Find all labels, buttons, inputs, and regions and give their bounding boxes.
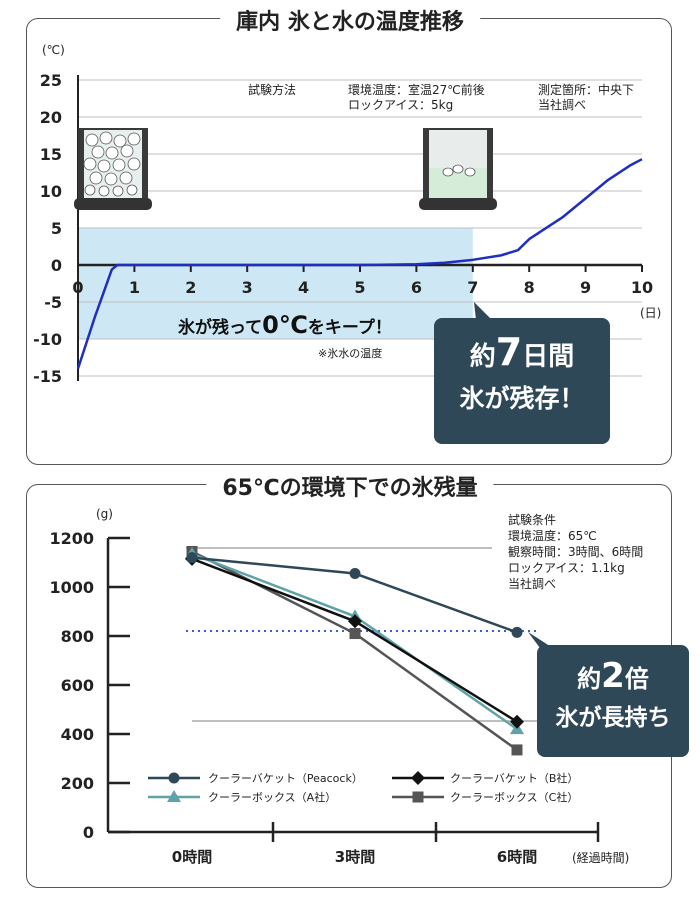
legend-label: クーラーボックス（C社）: [450, 790, 578, 804]
keep-text-b: をキープ！: [307, 318, 392, 338]
x-tick-label: 9: [580, 278, 591, 297]
seven-days-callout: 約7日間 氷が残存！: [434, 318, 610, 444]
keep-text-big: 0℃: [262, 311, 308, 339]
y-tick-label: 5: [51, 219, 62, 238]
y-tick-label: 600: [61, 676, 94, 695]
x-axis-unit: (経過時間): [572, 851, 629, 865]
callout-bot-a: 約: [577, 665, 602, 693]
x-tick-label: 4: [298, 278, 309, 297]
data-point: [511, 626, 523, 638]
y-tick-label: 15: [40, 145, 62, 164]
y-tick-label: -5: [44, 293, 62, 312]
data-point: [348, 614, 362, 629]
rock-ice-1-1kg-note: ロックアイス：1.1kg: [508, 561, 625, 575]
temperature-chart: 25 20 15 10 5 0 -5 -10 -15 (℃) 0 1 2 3 4 5 6 7 8 9 10 (日): [33, 43, 661, 386]
melted-water-bucket-icon: [419, 128, 497, 210]
x-tick-label: 6: [411, 278, 422, 297]
y-tick-label: 25: [40, 71, 62, 90]
y-tick-label: 400: [61, 725, 94, 744]
legend-item: クーラーボックス（C社）: [392, 790, 578, 804]
callout-bot-b: 倍: [624, 665, 649, 693]
legend-item: クーラーボックス（A社）: [148, 790, 336, 804]
data-point: [349, 628, 361, 640]
y-tick-label: 1000: [49, 578, 94, 597]
callout-top-big: 7: [495, 330, 523, 374]
callout-bot-big: 2: [601, 656, 625, 696]
measure-point-note: 測定箇所：中央下: [538, 83, 635, 97]
survey-note-2: 当社調べ: [508, 577, 557, 591]
y-tick-label: -15: [33, 367, 62, 386]
data-point: [510, 714, 524, 729]
y-tick-label: 1200: [49, 529, 94, 548]
ice-remaining-chart-title: 65℃の環境下での氷残量: [206, 470, 494, 502]
test-method-label: 試験方法: [248, 83, 297, 97]
legend-marker: [168, 772, 180, 784]
temperature-series-line: [76, 158, 643, 369]
x-category-label: 0時間: [172, 848, 212, 866]
y-tick-label: 0: [83, 823, 94, 842]
temperature-chart-title: 庫内 氷と水の温度推移: [220, 4, 480, 36]
legend-label: クーラーボックス（A社）: [208, 790, 336, 804]
x-tick-label: 2: [185, 278, 196, 297]
bucket-icons: [74, 128, 497, 210]
y-tick-label: 800: [61, 627, 94, 646]
legend-label: クーラーバケット（B社）: [450, 771, 578, 785]
legend-label: クーラーバケット（Peacock）: [208, 772, 363, 785]
y-tick-label: 10: [40, 182, 62, 201]
legend-item: クーラーバケット（Peacock）: [148, 772, 363, 785]
callout-top-b: 日間: [522, 342, 575, 372]
callout-bot-line2: 氷が長持ち: [555, 705, 671, 731]
x-tick-label: 7: [467, 278, 478, 297]
keep-text-a: 氷が残って: [178, 318, 263, 338]
x-category-label: 3時間: [335, 848, 375, 866]
zero-keep-band: [78, 228, 473, 339]
double-duration-callout: 約2倍 氷が長持ち: [537, 645, 689, 757]
y-tick-label: -10: [33, 330, 62, 349]
env-65-note: 環境温度：65℃: [508, 529, 597, 543]
x-tick-label: 5: [354, 278, 365, 297]
x-tick-label: 3: [242, 278, 253, 297]
x-category-label: 6時間: [497, 848, 537, 866]
ice-water-temp-note: ※氷水の温度: [318, 347, 383, 360]
ice-bucket-icon: [74, 128, 152, 210]
y-tick-label: 20: [40, 108, 62, 127]
survey-note: 当社調べ: [538, 98, 587, 112]
y-axis-unit: (g): [96, 507, 113, 521]
x-tick-label: 10: [631, 278, 653, 297]
test-conditions-label: 試験条件: [508, 513, 557, 527]
series-0: [186, 552, 523, 638]
env-temp-note: 環境温度：室温27℃前後: [348, 83, 485, 97]
data-point: [186, 552, 198, 564]
rock-ice-note: ロックアイス：5kg: [348, 98, 454, 112]
legend-marker: [412, 791, 424, 803]
callout-top-line2: 氷が残存！: [459, 384, 585, 413]
y-axis-unit: (℃): [42, 43, 65, 57]
legend-item: クーラーバケット（B社）: [392, 771, 578, 785]
legend-marker: [411, 771, 425, 785]
x-tick-label: 1: [129, 278, 140, 297]
x-tick-label: 8: [524, 278, 535, 297]
observe-time-note: 観察時間：3時間、6時間: [508, 545, 644, 559]
legend-marker: [167, 790, 181, 802]
x-axis-unit: (日): [640, 306, 661, 320]
data-point: [511, 744, 523, 756]
y-tick-label: 0: [51, 256, 62, 275]
data-point: [349, 568, 361, 580]
callout-pointer-top: [474, 302, 492, 320]
x-tick-label: 0: [72, 278, 83, 297]
callout-top-a: 約: [469, 342, 496, 372]
keep-zero-label: 氷が残って0℃をキープ！: [178, 311, 392, 339]
y-tick-label: 200: [61, 774, 94, 793]
